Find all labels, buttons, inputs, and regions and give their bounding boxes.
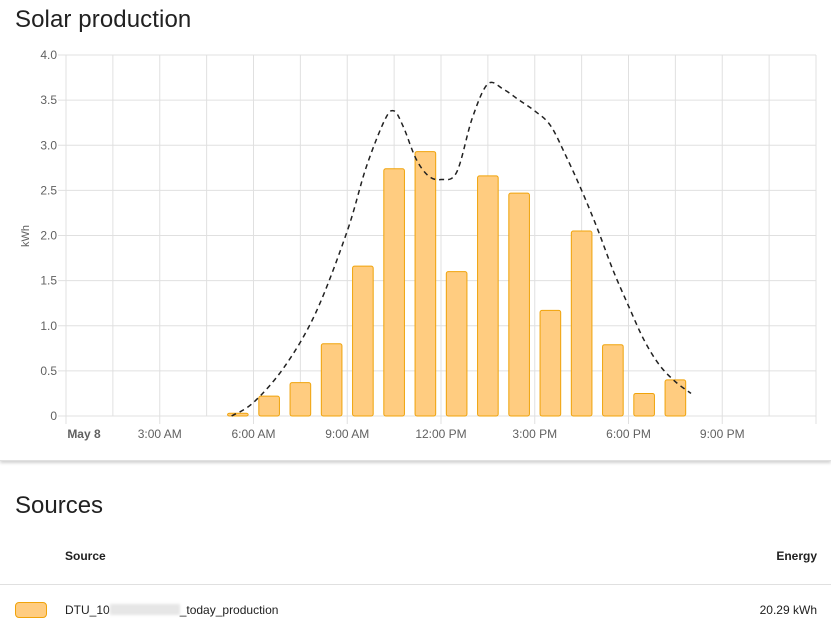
y-tick-label: 3.0 (40, 138, 57, 152)
y-tick-label: 4.0 (40, 48, 57, 62)
solar-production-card: Solar production 0 0.5 1.0 1.5 2.0 2.5 3.0 3.5 4… (0, 6, 831, 461)
x-tick-label: May 8 (67, 427, 101, 441)
bar[interactable] (258, 395, 280, 417)
bar[interactable] (570, 230, 593, 417)
x-tick-label: 12:00 PM (415, 427, 466, 441)
bar[interactable] (289, 382, 312, 417)
bar[interactable] (352, 265, 374, 417)
sources-title: Sources (15, 492, 104, 519)
y-tick-label: 2.0 (40, 229, 57, 243)
x-axis: May 8 3:00 AM 6:00 AM 9:00 AM 12:00 PM 3:00 P… (67, 427, 744, 441)
sources-section: Sources Source Energy DTU_10 _today_produ… (0, 470, 831, 631)
bar[interactable] (664, 379, 687, 417)
bar[interactable] (633, 392, 655, 417)
x-tick-label: 3:00 AM (138, 427, 182, 441)
bar[interactable] (227, 412, 249, 417)
chart-grid (58, 54, 817, 424)
bar[interactable] (602, 344, 624, 417)
source-name-suffix: _today_production (179, 603, 279, 617)
y-tick-label: 3.5 (40, 93, 57, 107)
source-name-prefix: DTU_10 (65, 603, 110, 617)
card-title: Solar production (15, 6, 192, 33)
legend-swatch (15, 602, 47, 618)
table-row[interactable]: DTU_10 _today_production 20.29 kWh (0, 594, 831, 624)
x-tick-label: 6:00 AM (231, 427, 275, 441)
bar[interactable] (414, 151, 437, 417)
forecast-line-series (231, 81, 692, 417)
bar[interactable] (539, 309, 562, 417)
y-tick-label: 1.5 (40, 274, 57, 288)
y-tick-label: 2.5 (40, 183, 57, 197)
x-tick-label: 9:00 PM (700, 427, 745, 441)
bar[interactable] (445, 271, 468, 417)
bar[interactable] (383, 168, 405, 417)
y-tick-label: 1.0 (40, 319, 57, 333)
x-tick-label: 6:00 PM (606, 427, 651, 441)
y-tick-label: 0 (50, 409, 57, 423)
table-divider (0, 584, 831, 585)
x-tick-label: 9:00 AM (325, 427, 369, 441)
energy-column-header: Energy (776, 549, 817, 563)
source-energy: 20.29 kWh (759, 603, 817, 617)
bar-series (227, 151, 687, 417)
bar[interactable] (320, 343, 343, 417)
y-tick-label: 0.5 (40, 364, 57, 378)
bar[interactable] (477, 175, 499, 417)
y-axis-label: kWh (20, 225, 32, 247)
x-tick-label: 3:00 PM (512, 427, 557, 441)
source-name: DTU_10 _today_production (65, 603, 278, 617)
solar-production-chart: 0 0.5 1.0 1.5 2.0 2.5 3.0 3.5 4.0 May 8 3:00 AM 6:… (20, 48, 817, 441)
y-axis: 0 0.5 1.0 1.5 2.0 2.5 3.0 3.5 4.0 (40, 48, 57, 423)
source-column-header: Source (65, 549, 106, 563)
redacted-text (109, 604, 180, 615)
forecast-line[interactable] (231, 81, 692, 417)
bar[interactable] (508, 192, 530, 417)
